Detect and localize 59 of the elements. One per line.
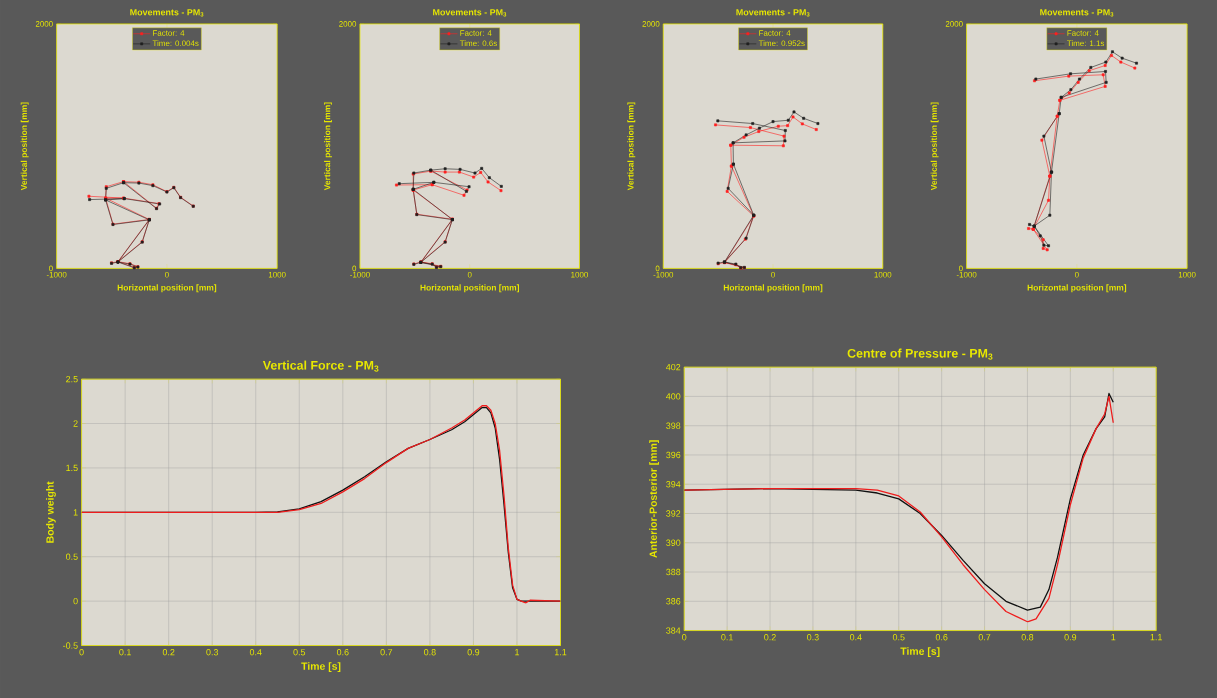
x-tick-label: 0.8 — [424, 648, 436, 656]
x-tick-label: 0.2 — [162, 648, 175, 656]
y-tick-label: 384 — [666, 627, 681, 634]
y-axis-title: Vertical position [mm] — [930, 102, 939, 191]
x-tick-label: 1 — [515, 648, 520, 655]
y-tick-label: 388 — [666, 568, 681, 575]
x-tick-label: 0.8 — [1021, 633, 1034, 641]
x-tick-label: 0.9 — [467, 648, 480, 656]
x-tick-label: 0.6 — [935, 633, 948, 641]
x-tick-label: 0.1 — [119, 648, 131, 656]
y-tick-label: 2 — [73, 420, 78, 427]
y-tick-label: 394 — [666, 480, 681, 488]
x-axis-title: Horizontal position [mm] — [723, 284, 823, 293]
x-tick-label: 0.6 — [336, 648, 349, 656]
y-tick-label: 2.5 — [66, 375, 78, 383]
y-tick-label: 0.5 — [65, 553, 78, 560]
chart-title: Movements - PM$_{3}$ — [130, 8, 204, 17]
chart-title: Movements - PM$_{3}$ — [433, 8, 507, 17]
y-axis-title: Vertical position [mm] — [20, 102, 29, 191]
x-tick-label: 0.3 — [206, 648, 219, 656]
x-axis-title: Horizontal position [mm] — [117, 284, 217, 293]
y-tick-label: 400 — [665, 393, 681, 400]
x-axis-title: Time [s] — [301, 662, 341, 672]
x-tick-label: 0 — [682, 633, 687, 641]
x-tick-label: 0 — [79, 648, 84, 656]
y-tick-label: 398 — [666, 422, 681, 429]
x-tick-label: 0.4 — [249, 648, 262, 656]
x-tick-label: 0.4 — [849, 633, 862, 641]
y-tick-label: 396 — [666, 451, 681, 458]
x-tick-label: 0.3 — [807, 633, 819, 641]
y-tick-label: -0.5 — [63, 642, 78, 649]
chart-title: Movements - PM$_{3}$ — [736, 8, 810, 17]
x-axis-title: Horizontal position [mm] — [1027, 284, 1127, 293]
chart-title: Movements - PM$_{3}$ — [1040, 8, 1114, 17]
x-tick-label: 0.5 — [892, 633, 905, 641]
x-tick-label: 1.1 — [1150, 633, 1162, 641]
x-tick-label: 0.7 — [380, 648, 393, 656]
chart-title: Centre of Pressure - PM$_{3}$ — [847, 348, 993, 360]
x-tick-label: 0.5 — [293, 648, 306, 656]
y-tick-label: 390 — [666, 539, 681, 546]
y-axis-title: Vertical position [mm] — [324, 102, 332, 191]
y-axis-title: Vertical position [mm] — [627, 102, 636, 191]
x-tick-label: 0.2 — [764, 633, 776, 641]
y-tick-label: 402 — [665, 363, 681, 371]
chart-title: Vertical Force - PM$_{3}$ — [262, 360, 379, 372]
y-tick-label: 1.5 — [66, 464, 78, 471]
y-tick-label: 0 — [73, 597, 78, 605]
x-axis-title: Horizontal position [mm] — [420, 284, 519, 293]
y-axis-title: Anterior-Posterior [mm] — [649, 440, 659, 558]
y-tick-label: 1 — [73, 509, 78, 516]
x-axis-title: Time [s] — [900, 647, 940, 657]
y-axis-title: Body weight — [46, 481, 56, 543]
x-tick-label: 0.1 — [721, 633, 733, 641]
x-tick-label: 0.9 — [1064, 633, 1077, 641]
y-tick-label: 392 — [666, 510, 681, 517]
x-tick-label: 1 — [1111, 633, 1116, 641]
y-tick-label: 386 — [666, 597, 681, 605]
x-tick-label: 1.1 — [554, 648, 567, 655]
x-tick-label: 0.7 — [978, 633, 991, 641]
